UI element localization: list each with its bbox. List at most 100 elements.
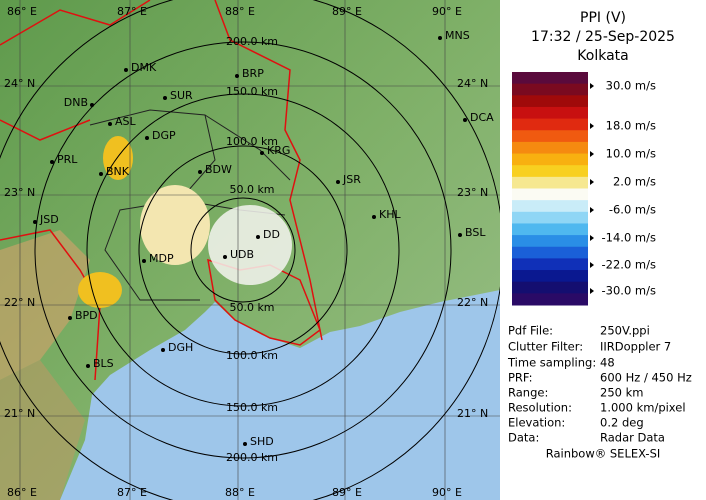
station-dot bbox=[463, 118, 467, 122]
station-label: DD bbox=[263, 228, 280, 241]
legend-band bbox=[512, 188, 588, 201]
legend-band bbox=[512, 270, 588, 283]
station-label: DGH bbox=[168, 341, 193, 354]
longitude-label: 86° E bbox=[7, 5, 37, 18]
latitude-label: 22° N bbox=[4, 296, 35, 309]
legend-arrow bbox=[590, 288, 594, 294]
range-label: 50.0 km bbox=[229, 301, 274, 314]
station-dot bbox=[161, 348, 165, 352]
legend-band bbox=[512, 83, 588, 96]
legend-band bbox=[512, 200, 588, 213]
legend-band bbox=[512, 141, 588, 155]
sea bbox=[60, 290, 500, 500]
station-label: DCA bbox=[470, 111, 494, 124]
station-label: MNS bbox=[445, 29, 470, 42]
station-dot bbox=[336, 180, 340, 184]
station-dot bbox=[99, 172, 103, 176]
legend-band bbox=[512, 223, 588, 236]
longitude-label: 89° E bbox=[332, 486, 362, 499]
longitude-label: 90° E bbox=[432, 486, 462, 499]
highland bbox=[0, 360, 85, 500]
echo bbox=[208, 205, 292, 285]
station-label: SUR bbox=[170, 89, 193, 102]
station-label: JSD bbox=[39, 213, 59, 226]
station-dot bbox=[458, 233, 462, 237]
station-dot bbox=[438, 36, 442, 40]
graticule bbox=[0, 0, 500, 500]
info-value: 0.2 deg bbox=[600, 416, 644, 430]
longitude-label: 87° E bbox=[117, 486, 147, 499]
latitude-label: 21° N bbox=[4, 407, 35, 420]
legend: 30.0 m/s 18.0 m/s 10.0 m/s 2.0 m/s -6.0 m/s -… bbox=[512, 72, 656, 306]
range-ring bbox=[34, 41, 452, 459]
info-value: IIRDoppler 7 bbox=[600, 340, 671, 354]
range-label: 200.0 km bbox=[226, 451, 278, 464]
legend-label: 10.0 m/s bbox=[606, 147, 656, 161]
range-label: 150.0 km bbox=[226, 85, 278, 98]
legend-band bbox=[512, 95, 588, 108]
station-label: BPD bbox=[75, 309, 98, 322]
info-value: 250 km bbox=[600, 386, 643, 400]
legend-label: -30.0 m/s bbox=[602, 284, 656, 298]
station-label: BNK bbox=[106, 165, 130, 178]
station-label: BSL bbox=[465, 226, 486, 239]
range-label: 200.0 km bbox=[226, 35, 278, 48]
station-dot bbox=[198, 170, 202, 174]
latitude-label: 24° N bbox=[4, 77, 35, 90]
station-dot bbox=[145, 136, 149, 140]
latitude-label: 24° N bbox=[457, 77, 488, 90]
legend-label: 2.0 m/s bbox=[613, 175, 656, 189]
longitude-label: 88° E bbox=[225, 5, 255, 18]
range-label: 50.0 km bbox=[229, 183, 274, 196]
footer: Rainbow® SELEX-SI bbox=[546, 447, 661, 461]
station-label: BDW bbox=[205, 163, 232, 176]
legend-label: -14.0 m/s bbox=[602, 231, 656, 245]
longitude-label: 88° E bbox=[225, 486, 255, 499]
station-label: DMK bbox=[131, 61, 157, 74]
station-dot bbox=[50, 160, 54, 164]
station-label: BLS bbox=[93, 357, 114, 370]
longitude-label: 90° E bbox=[432, 5, 462, 18]
info-key: Time sampling: bbox=[507, 356, 596, 370]
latitude-label: 22° N bbox=[457, 296, 488, 309]
station-dot bbox=[256, 235, 260, 239]
legend-label: 30.0 m/s bbox=[606, 79, 656, 93]
legend-band bbox=[512, 165, 588, 178]
legend-band bbox=[512, 246, 588, 259]
latitude-label: 21° N bbox=[457, 407, 488, 420]
info-key: Range: bbox=[508, 386, 548, 400]
info-value: 48 bbox=[600, 356, 615, 370]
station: Kolkata bbox=[577, 48, 628, 64]
legend-band bbox=[512, 130, 588, 143]
legend-arrow bbox=[590, 207, 594, 213]
station-label: JSR bbox=[342, 173, 361, 186]
info-key: Clutter Filter: bbox=[508, 340, 583, 354]
info-value: 250V.ppi bbox=[600, 324, 650, 338]
station-label: SHD bbox=[250, 435, 274, 448]
station-dot bbox=[243, 442, 247, 446]
legend-arrow bbox=[590, 235, 594, 241]
station-dot bbox=[372, 215, 376, 219]
latitude-label: 23° N bbox=[4, 186, 35, 199]
info-key: Resolution: bbox=[508, 401, 572, 415]
station-label: ASL bbox=[115, 115, 137, 128]
range-label: 150.0 km bbox=[226, 401, 278, 414]
range-ring bbox=[86, 93, 400, 407]
info-key: Data: bbox=[508, 431, 539, 445]
legend-arrow bbox=[590, 83, 594, 89]
radar-map: 86° E 86° E 87° E 87° E 88° E 88° E 89° E 89° E… bbox=[0, 0, 500, 500]
longitude-label: 87° E bbox=[117, 5, 147, 18]
legend-band bbox=[512, 281, 588, 294]
legend-label: 18.0 m/s bbox=[606, 119, 656, 133]
legend-band bbox=[512, 176, 588, 189]
legend-arrow bbox=[590, 179, 594, 185]
legend-band bbox=[512, 293, 588, 306]
legend-arrow bbox=[590, 151, 594, 157]
station-label: UDB bbox=[230, 248, 254, 261]
info-key: PRF: bbox=[508, 371, 533, 385]
title: PPI (V) bbox=[580, 10, 626, 26]
info-value: Radar Data bbox=[600, 431, 665, 445]
station-label: MDP bbox=[149, 252, 174, 265]
station-dot bbox=[68, 316, 72, 320]
station-dot bbox=[223, 255, 227, 259]
